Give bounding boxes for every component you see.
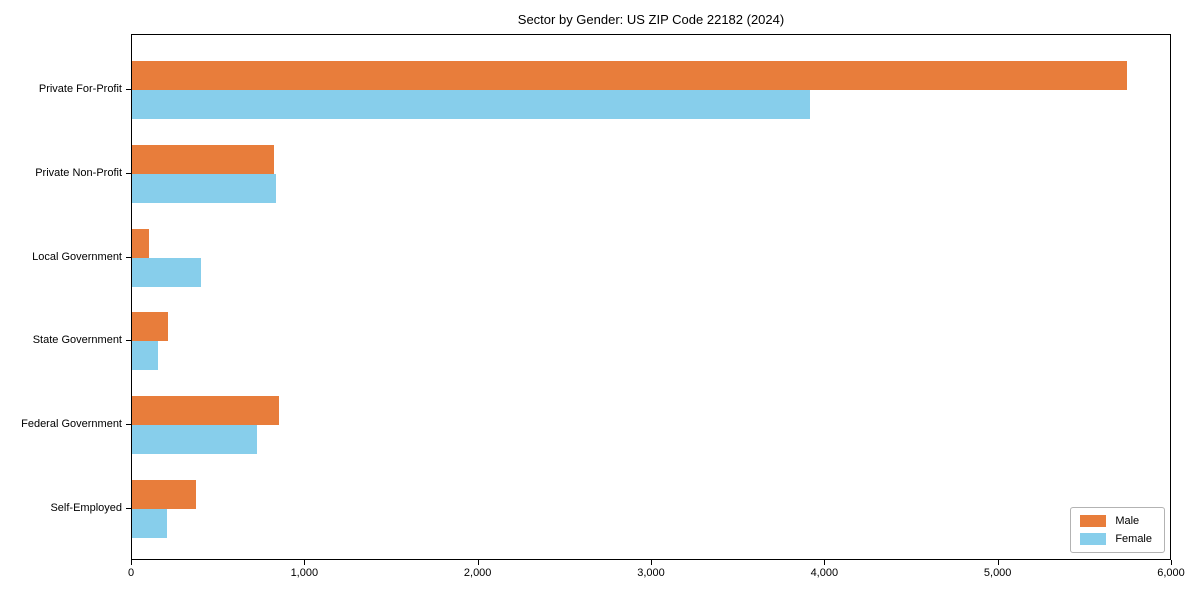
bar-female-0 xyxy=(132,90,811,119)
x-axis-label-3: 3,000 xyxy=(637,567,665,579)
legend-swatch-female xyxy=(1080,533,1107,545)
bar-female-3 xyxy=(132,341,158,371)
x-tick-3 xyxy=(651,560,652,565)
x-tick-6 xyxy=(1171,560,1172,565)
bar-male-5 xyxy=(132,480,196,509)
chart-title: Sector by Gender: US ZIP Code 22182 (202… xyxy=(517,12,785,27)
y-tick-3 xyxy=(126,340,131,342)
bar-male-0 xyxy=(132,61,1127,90)
bar-male-1 xyxy=(132,144,274,174)
y-axis-label-2: Local Government xyxy=(32,250,122,263)
y-tick-1 xyxy=(126,172,131,174)
y-axis-label-5: Self-Employed xyxy=(50,502,122,514)
x-tick-0 xyxy=(131,560,132,565)
x-axis-label-1: 1,000 xyxy=(290,567,319,579)
x-axis-label-2: 2,000 xyxy=(463,567,492,579)
x-axis-label-5: 5,000 xyxy=(983,567,1012,579)
x-axis-label-6: 6,000 xyxy=(1157,567,1185,579)
plot-area: Male Female xyxy=(131,34,1171,560)
legend-entry-female: Female xyxy=(1080,533,1152,545)
y-tick-0 xyxy=(126,89,131,90)
bar-female-2 xyxy=(132,257,202,287)
x-axis-label-4: 4,000 xyxy=(810,567,839,579)
bar-female-5 xyxy=(132,509,168,538)
bar-male-3 xyxy=(132,312,169,342)
bar-male-4 xyxy=(132,396,280,426)
legend-label-male: Male xyxy=(1115,515,1140,527)
x-tick-1 xyxy=(304,560,306,565)
bar-male-2 xyxy=(132,228,150,258)
bar-female-4 xyxy=(132,425,258,455)
y-axis-label-3: State Government xyxy=(32,334,122,347)
y-axis-label-0: Private For-Profit xyxy=(38,83,122,95)
x-axis-label-0: 0 xyxy=(127,567,135,579)
legend-entry-male: Male xyxy=(1080,515,1152,527)
legend-swatch-male xyxy=(1080,515,1107,527)
y-tick-4 xyxy=(126,424,131,426)
y-axis-label-4: Federal Government xyxy=(21,418,122,431)
y-axis-label-1: Private Non-Profit xyxy=(35,166,122,179)
bar-female-1 xyxy=(132,173,277,203)
legend-label-female: Female xyxy=(1115,533,1152,545)
x-tick-5 xyxy=(997,560,999,565)
y-tick-2 xyxy=(126,256,131,258)
x-tick-4 xyxy=(824,560,826,565)
legend: Male Female xyxy=(1070,507,1165,553)
x-tick-2 xyxy=(477,560,479,565)
y-tick-5 xyxy=(126,508,131,509)
